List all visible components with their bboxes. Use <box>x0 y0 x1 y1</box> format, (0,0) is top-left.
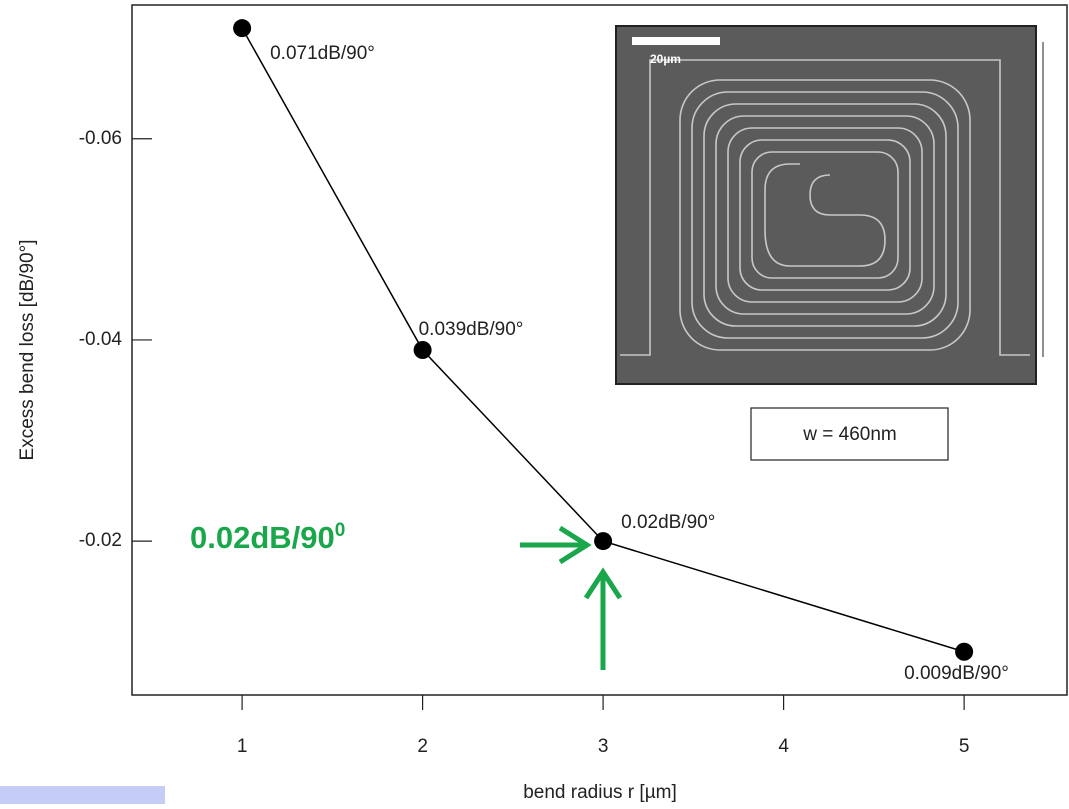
y-tick-label: -0.04 <box>79 329 123 350</box>
corner-highlight <box>0 786 165 804</box>
data-label: 0.009dB/90° <box>904 663 1009 684</box>
sem-image <box>615 25 1037 385</box>
data-point <box>594 532 613 551</box>
arrows <box>520 525 623 670</box>
data-point <box>955 642 974 661</box>
caption: w = 460nm <box>802 424 896 445</box>
x-tick-label: 4 <box>778 736 789 757</box>
data-label: 0.039dB/90° <box>419 319 524 340</box>
spiral <box>620 59 1030 356</box>
y-tick-label: -0.06 <box>79 128 122 149</box>
annotation: 0.02dB/900 <box>190 520 345 555</box>
x-tick-label: 1 <box>237 736 248 757</box>
plot-frame <box>131 4 1068 696</box>
data-line <box>241 27 965 653</box>
data-label: 0.02dB/90° <box>621 512 715 533</box>
inset: 20µm w = 460nm <box>615 25 1044 461</box>
x-tick-label: 5 <box>959 736 970 757</box>
y-axis-label: Excess bend loss [dB/90°] <box>17 240 38 461</box>
annotation-text: 0.02dB/90 <box>190 520 335 555</box>
x-tick-label: 3 <box>598 736 609 757</box>
scale-bar-label: 20µm <box>650 52 681 66</box>
x-tick-label: 2 <box>417 736 428 757</box>
annotation-superscript: 0 <box>335 520 346 541</box>
data-point <box>233 19 252 38</box>
x-axis-label: bend radius r [µm] <box>523 782 677 803</box>
caption-box <box>750 407 949 461</box>
scale-bar <box>632 37 720 45</box>
y-tick-label: -0.02 <box>79 530 122 551</box>
data-point <box>413 341 432 359</box>
data-label: 0.071dB/90° <box>270 43 375 64</box>
